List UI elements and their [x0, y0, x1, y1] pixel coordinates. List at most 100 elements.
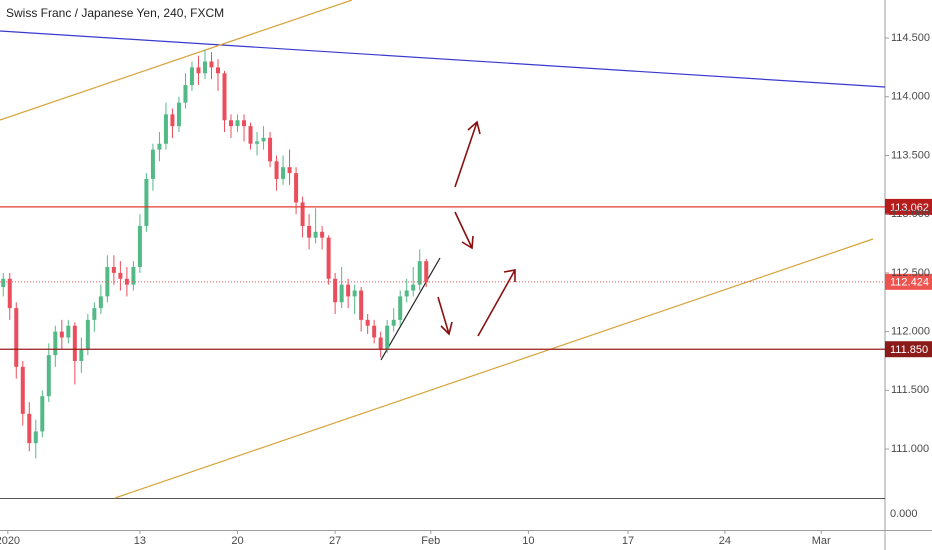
price-label: 111.850 — [890, 344, 928, 356]
candle-body — [33, 431, 38, 444]
candle-body — [268, 137, 273, 162]
candle-body — [424, 261, 429, 283]
candle-body — [66, 325, 71, 338]
candle-body — [27, 413, 32, 444]
trend-line — [0, 0, 353, 121]
candle-body — [202, 61, 207, 74]
candle-body — [320, 231, 325, 238]
candle-body — [307, 225, 312, 238]
arrows — [437, 120, 516, 337]
candle-body — [98, 296, 103, 309]
candle-body — [40, 396, 45, 432]
y-tick-label: 111.000 — [891, 443, 929, 455]
drawings — [0, 0, 886, 499]
candle-body — [72, 325, 77, 361]
candle-body — [404, 290, 409, 297]
x-tick-label: 10 — [522, 535, 534, 547]
overlay: 113.062 112.424 111.850 — [0, 198, 932, 358]
candle-body — [7, 278, 12, 309]
candle-body — [53, 331, 58, 356]
candle-body — [417, 261, 422, 285]
candle-body — [131, 267, 136, 285]
y-tick-label: 112.000 — [891, 326, 930, 338]
y-tick-label: 114.500 — [891, 32, 930, 44]
candle-body — [105, 267, 110, 297]
candle-body — [14, 308, 19, 367]
candle-body — [59, 331, 64, 338]
candle-body — [189, 67, 194, 86]
lower-pane-tick-label: 0.000 — [890, 508, 918, 520]
candle-body — [215, 67, 220, 74]
trend-line — [114, 238, 874, 499]
candle-body — [294, 173, 299, 203]
candle-body — [242, 120, 247, 127]
candle-body — [1, 278, 6, 287]
candle-body — [176, 102, 181, 127]
candle-body — [365, 319, 370, 326]
candle-body — [255, 141, 260, 144]
y-tick-label: 113.500 — [891, 149, 930, 161]
candle-body — [378, 337, 383, 350]
candle-body — [79, 349, 84, 361]
arrow — [454, 120, 481, 188]
arrow — [454, 211, 474, 250]
x-tick-label: 20 — [231, 535, 243, 547]
x-tick-label: 17 — [622, 535, 634, 547]
price-label-box — [885, 341, 932, 358]
candle-body — [398, 296, 403, 320]
candle-body — [20, 366, 25, 414]
candle-body — [326, 237, 331, 279]
candle-body — [313, 231, 318, 238]
candle-body — [391, 319, 396, 326]
candle-body — [85, 319, 90, 350]
x-tick-label: 24 — [719, 535, 731, 547]
candle-body — [300, 202, 305, 226]
candle-body — [229, 120, 234, 127]
candle-body — [92, 308, 97, 320]
candle-body — [248, 126, 253, 144]
candle-body — [359, 290, 364, 320]
price-label-box — [885, 198, 932, 215]
candles — [1, 49, 429, 459]
trend-line — [0, 30, 886, 88]
chart-title: Swiss Franc / Japanese Yen, 240, FXCM — [6, 6, 224, 20]
candle-body — [150, 149, 155, 179]
trend-line — [380, 257, 441, 361]
x-tick-label: 13 — [134, 535, 146, 547]
candle-body — [235, 120, 240, 127]
candle-body — [209, 61, 214, 68]
candle-body — [137, 225, 142, 268]
y-tick-label: 112.500 — [891, 267, 930, 279]
y-tick-label: 114.000 — [891, 91, 930, 103]
candle-body — [385, 325, 390, 350]
candle-body — [281, 167, 286, 179]
x-tick-label: Mar — [812, 535, 831, 547]
candle-body — [163, 114, 168, 144]
arrow — [437, 296, 453, 336]
price-label-box — [885, 273, 932, 290]
candle-body — [261, 137, 266, 142]
price-label: 112.424 — [890, 277, 929, 289]
candle-body — [118, 272, 123, 279]
candle-body — [157, 143, 162, 150]
candle-body — [170, 114, 175, 127]
x-tick-label: Feb — [421, 535, 440, 547]
candle-body — [339, 284, 344, 303]
x-tick-label: 2020 — [0, 535, 20, 547]
y-tick-label: 111.500 — [891, 384, 929, 396]
arrow — [477, 269, 516, 337]
candle-body — [196, 67, 201, 74]
candle-body — [372, 325, 377, 338]
price-label: 113.062 — [890, 202, 929, 214]
candle-body — [333, 278, 338, 303]
candle-body — [144, 178, 149, 226]
candle-body — [346, 284, 351, 297]
candle-body — [183, 85, 188, 103]
candle-body — [352, 290, 357, 297]
candle-body — [222, 73, 227, 121]
candle-body — [274, 161, 279, 179]
candle-body — [287, 167, 292, 174]
